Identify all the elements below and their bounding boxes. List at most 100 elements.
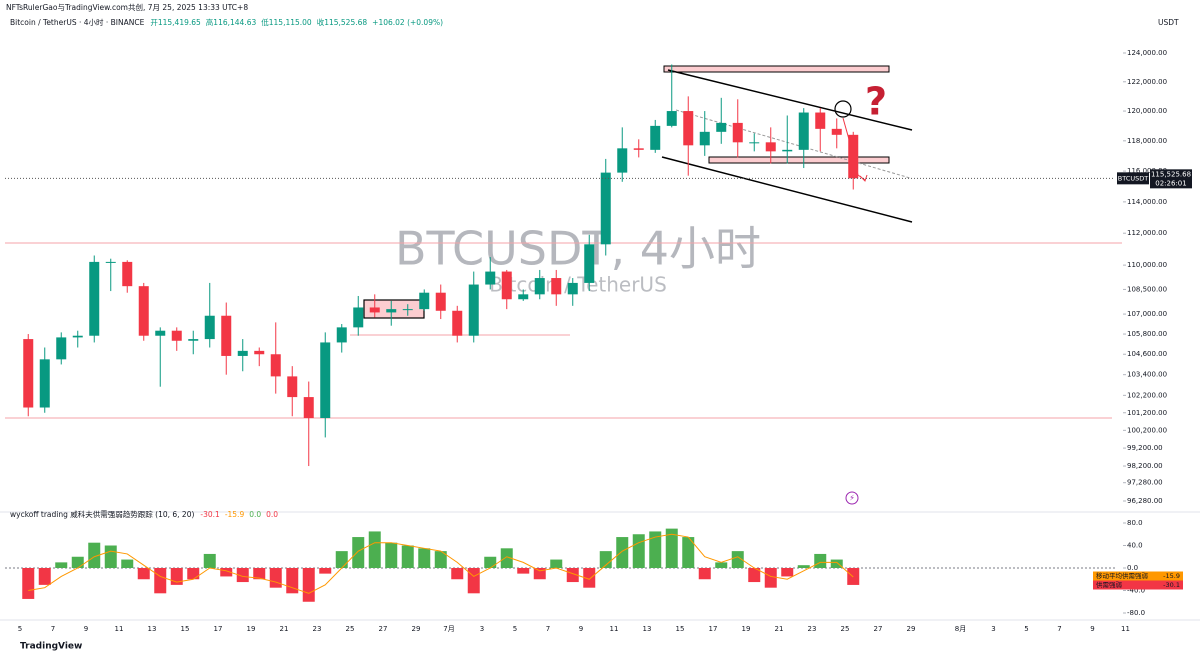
candle-body — [23, 339, 34, 408]
histogram-bar — [236, 568, 249, 583]
candle-body — [188, 339, 199, 341]
x-tick-label: 29 — [412, 625, 421, 633]
histogram-bar — [203, 553, 216, 568]
candle-body — [155, 330, 166, 336]
y-tick-label: 116,000.00 — [1127, 167, 1167, 175]
candle-body — [204, 315, 215, 340]
question-mark: ? — [865, 80, 887, 124]
series-label-box — [1093, 580, 1183, 590]
x-tick-label: 11 — [115, 625, 124, 633]
candle-body — [221, 315, 232, 356]
x-tick-label: 17 — [214, 625, 223, 633]
candle-body — [798, 112, 809, 150]
x-tick-label: 27 — [379, 625, 388, 633]
candle-body — [765, 142, 776, 152]
histogram-bar — [302, 568, 315, 602]
x-tick-label: 13 — [643, 625, 652, 633]
dashed-line — [675, 109, 911, 179]
attribution: NFTsRulerGao与TradingView.com共创, 7月 25, 2… — [6, 2, 248, 12]
y-tick-label: 96,280.00 — [1127, 497, 1163, 505]
candle-body — [353, 307, 364, 328]
candle-body — [650, 125, 661, 150]
candle-body — [534, 278, 545, 295]
candle-body — [848, 134, 859, 179]
histogram-bar — [434, 551, 447, 568]
candle-body — [716, 122, 727, 132]
indicator-y-tick-label: 0.0 — [1127, 564, 1138, 572]
histogram-bar — [22, 568, 35, 599]
x-tick-label: 7月 — [443, 625, 454, 633]
candle-body — [369, 307, 380, 313]
candle-body — [122, 261, 133, 287]
y-tick-label: 114,000.00 — [1127, 198, 1167, 206]
annotations — [5, 65, 1122, 419]
x-tick-label: 29 — [907, 625, 916, 633]
x-tick-label: 5 — [18, 625, 22, 633]
ohlc-value: 低115,115.00 — [261, 17, 312, 27]
candle-body — [815, 112, 826, 129]
y-tick-label: 105,800.00 — [1127, 330, 1167, 338]
histogram-bar — [55, 562, 68, 568]
histogram-bar — [451, 568, 464, 580]
watermark-sub: Bitcoin / TetherUS — [489, 273, 667, 297]
histogram-bar — [731, 551, 744, 568]
candle-body — [386, 309, 397, 313]
candle-body — [72, 335, 83, 338]
y-tick-label: 103,400.00 — [1127, 371, 1167, 379]
x-tick-label: 7 — [51, 625, 55, 633]
histogram-bar — [830, 559, 843, 568]
candle-body — [732, 122, 743, 143]
indicator-y-tick-label: 80.0 — [1127, 519, 1143, 527]
candle-body — [468, 284, 479, 336]
y-tick-label: 104,600.00 — [1127, 350, 1167, 358]
y-tick-label: 102,200.00 — [1127, 391, 1167, 399]
ohlc-value: 开115,419.65 — [150, 18, 201, 27]
currency: USDT — [1158, 18, 1179, 27]
y-tick-label: 107,000.00 — [1127, 310, 1167, 318]
y-tick-label: 112,000.00 — [1127, 229, 1167, 237]
histogram-bar — [335, 551, 348, 568]
indicator-y-tick-label: 40.0 — [1127, 542, 1143, 550]
histogram-bar — [616, 537, 629, 568]
price-change: +106.02 (+0.09%) — [372, 18, 443, 27]
candle-body — [287, 376, 298, 398]
y-tick-label: 120,000.00 — [1127, 107, 1167, 115]
candle-body — [485, 271, 496, 285]
x-tick-label: 25 — [841, 625, 850, 633]
x-tick-label: 25 — [346, 625, 355, 633]
histogram-bar — [698, 568, 711, 580]
candle-body — [237, 350, 248, 356]
candle-body — [501, 271, 512, 300]
x-tick-label: 19 — [742, 625, 751, 633]
candle-body — [39, 359, 50, 408]
candle-body — [600, 172, 611, 245]
price-box — [1150, 169, 1192, 189]
candle-body — [320, 342, 331, 419]
candle-body — [617, 148, 628, 173]
histogram-bar — [319, 568, 332, 574]
histogram-bar — [220, 568, 233, 577]
y-tick-label: 124,000.00 — [1127, 49, 1167, 57]
indicator-value: 0.0 — [266, 510, 278, 519]
box — [708, 156, 890, 164]
histogram-bar — [137, 568, 150, 580]
x-tick-label: 15 — [676, 625, 685, 633]
candle-body — [831, 128, 842, 135]
histogram-bar — [368, 531, 381, 568]
indicator-value: -30.1 — [200, 510, 220, 519]
histogram-bar — [632, 534, 645, 568]
x-tick-label: 21 — [775, 625, 784, 633]
candle-body — [452, 310, 463, 336]
x-tick-label: 7 — [546, 625, 550, 633]
histogram-bar — [814, 553, 827, 568]
candle-body — [56, 337, 67, 360]
histogram-bar — [71, 556, 84, 568]
candle-body — [518, 294, 529, 300]
x-tick-label: 9 — [1090, 625, 1094, 633]
y-tick-label: 108,500.00 — [1127, 285, 1167, 293]
series-name: 移动平均供需强弱 — [1096, 571, 1148, 580]
candle-body — [699, 131, 710, 146]
watermark: BTCUSDT, 4小时 — [395, 222, 761, 276]
